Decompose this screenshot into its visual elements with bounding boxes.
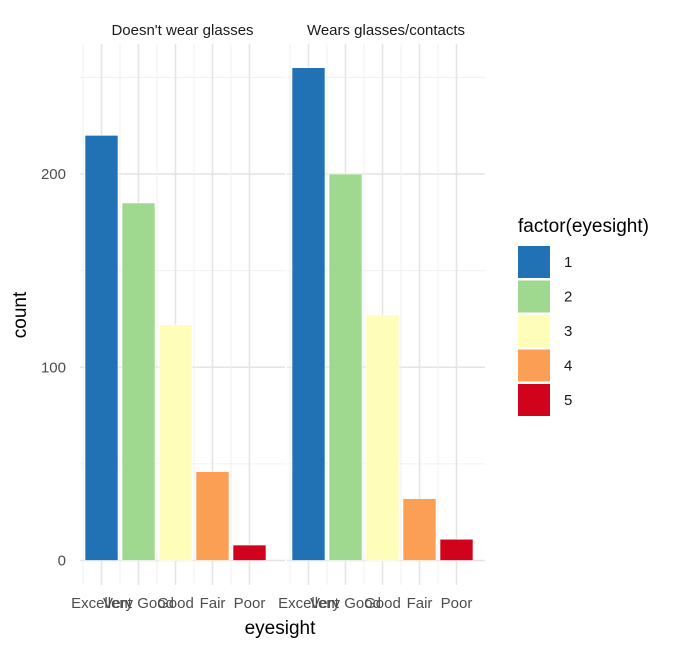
legend-key bbox=[518, 246, 550, 278]
bar bbox=[84, 135, 119, 561]
x-tick-label: Fair bbox=[200, 595, 226, 612]
legend-title: factor(eyesight) bbox=[518, 216, 649, 237]
legend: factor(eyesight) 1 2 3 4 5 bbox=[518, 216, 649, 416]
bar bbox=[121, 202, 156, 561]
bar bbox=[158, 324, 193, 561]
bar bbox=[439, 538, 474, 561]
facet-strip-label: Doesn't wear glasses bbox=[111, 22, 253, 39]
x-tick-label: Poor bbox=[234, 595, 266, 612]
bar bbox=[195, 471, 230, 561]
x-tick-label: Poor bbox=[441, 595, 473, 612]
legend-key bbox=[518, 315, 550, 347]
x-tick-label: Good bbox=[364, 595, 401, 612]
bar bbox=[291, 67, 326, 561]
legend-label: 1 bbox=[564, 254, 572, 271]
x-axis-title: eyesight bbox=[245, 618, 316, 639]
legend-key bbox=[518, 384, 550, 416]
bar bbox=[402, 498, 437, 561]
legend-label: 2 bbox=[564, 289, 572, 306]
legend-key bbox=[518, 349, 550, 382]
legend-label: 5 bbox=[564, 392, 572, 409]
bar bbox=[365, 314, 400, 561]
x-tick-label: Fair bbox=[407, 595, 433, 612]
x-tick-label: Good bbox=[157, 595, 194, 612]
y-tick-label: 200 bbox=[41, 166, 66, 183]
bar bbox=[232, 544, 267, 561]
y-axis-title: count bbox=[10, 291, 31, 338]
x-tick-label: Excellent bbox=[278, 595, 340, 612]
legend-label: 3 bbox=[564, 323, 572, 340]
bar bbox=[328, 173, 363, 561]
facet-strip-label: Wears glasses/contacts bbox=[307, 22, 465, 39]
x-tick-label: Very Good bbox=[103, 595, 174, 612]
y-tick-label: 100 bbox=[41, 359, 66, 376]
x-tick-label: Excellent bbox=[71, 595, 133, 612]
legend-label: 4 bbox=[564, 358, 572, 375]
legend-key bbox=[518, 280, 550, 313]
x-tick-label: Very Good bbox=[310, 595, 381, 612]
y-tick-label: 0 bbox=[58, 553, 66, 570]
